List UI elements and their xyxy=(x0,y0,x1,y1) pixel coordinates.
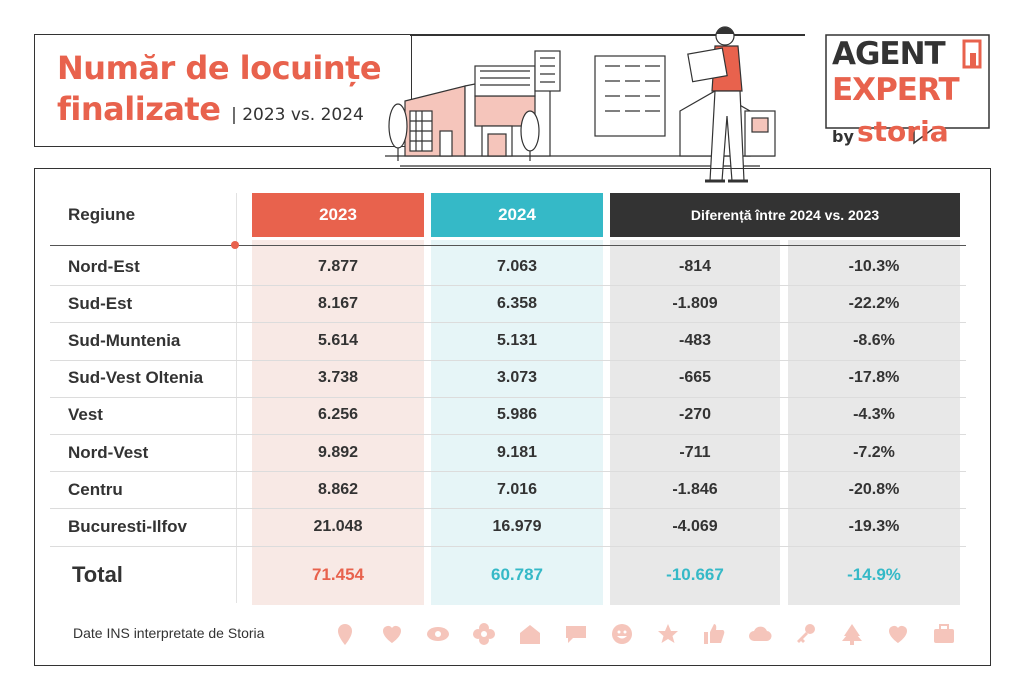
col-bg-diff xyxy=(610,240,780,605)
row-region: Nord-Vest xyxy=(68,442,149,462)
row-diff: -483 xyxy=(678,331,712,349)
row-2023: 3.738 xyxy=(317,369,359,387)
row-region: Bucuresti-Ilfov xyxy=(68,516,188,536)
row-pct: -22.2% xyxy=(848,294,900,312)
header-2024: 2024 xyxy=(431,193,603,237)
row-2024: 16.979 xyxy=(492,517,542,535)
logo-by: by xyxy=(832,127,854,146)
total-pct: -14.9% xyxy=(847,565,901,584)
header-difference: Diferență între 2024 vs. 2023 xyxy=(610,193,960,237)
total-diff: -10.667 xyxy=(666,565,724,584)
row-2024: 3.073 xyxy=(496,369,538,387)
row-2023: 9.892 xyxy=(317,443,359,461)
row-2024: 5.986 xyxy=(496,406,538,424)
row-diff: -665 xyxy=(678,369,712,387)
row-region: Sud-Muntenia xyxy=(68,330,181,350)
row-2024: 7.063 xyxy=(496,257,538,275)
eye-icon xyxy=(425,621,451,647)
row-diff: -1.846 xyxy=(672,480,718,498)
total-2023: 71.454 xyxy=(312,565,364,584)
row-separator xyxy=(50,545,966,547)
header-rule-dot xyxy=(231,241,239,249)
row-separator xyxy=(50,434,966,435)
row-separator xyxy=(50,396,966,398)
header-2023: 2023 xyxy=(252,193,424,237)
row-2023: 21.048 xyxy=(313,517,363,535)
region-col-divider xyxy=(236,193,237,603)
row-diff: -1.809 xyxy=(672,294,718,312)
row-separator xyxy=(50,508,966,510)
total-2024: 60.787 xyxy=(491,565,543,584)
page-title-line2: finalizate | 2023 vs. 2024 xyxy=(57,90,364,128)
header-rule xyxy=(50,245,966,246)
key-icon xyxy=(793,621,819,647)
row-separator xyxy=(50,471,966,473)
row-diff: -711 xyxy=(679,443,711,461)
header-divider xyxy=(410,34,805,36)
pin-icon xyxy=(332,621,358,647)
page-title-word: finalizate xyxy=(57,90,221,128)
row-region: Centru xyxy=(68,479,123,499)
row-region: Sud-Est xyxy=(68,293,133,313)
city-illustration xyxy=(385,26,776,183)
row-diff: -270 xyxy=(678,406,712,424)
row-2024: 5.131 xyxy=(496,331,538,349)
logo-brand: storia xyxy=(857,115,949,148)
row-2023: 5.614 xyxy=(317,331,359,349)
source-note: Date INS interpretate de Storia xyxy=(73,625,265,641)
row-2023: 8.167 xyxy=(317,294,359,312)
house-icon xyxy=(517,621,543,647)
chat-icon xyxy=(563,621,589,647)
agent-expert-logo xyxy=(825,34,990,145)
row-region: Nord-Est xyxy=(68,256,140,276)
page-title-line1: Număr de locuințe xyxy=(57,49,382,87)
row-separator xyxy=(50,322,966,324)
row-pct: -20.8% xyxy=(848,480,900,498)
heart-icon xyxy=(379,621,405,647)
title-box: Număr de locuințe finalizate | 2023 vs. … xyxy=(34,34,412,147)
row-separator xyxy=(50,285,966,287)
row-pct: -19.3% xyxy=(848,517,900,535)
row-region: Vest xyxy=(68,405,103,425)
smiley-icon xyxy=(609,621,635,647)
row-2024: 7.016 xyxy=(496,480,538,498)
row-2024: 9.181 xyxy=(496,443,538,461)
row-separator xyxy=(50,359,966,361)
logo-line2: EXPERT xyxy=(832,72,960,108)
row-2023: 8.862 xyxy=(317,480,359,498)
cloud-icon xyxy=(747,621,773,647)
row-2024: 6.358 xyxy=(496,294,538,312)
total-label: Total xyxy=(72,562,123,587)
row-region: Sud-Vest Oltenia xyxy=(68,368,204,388)
row-2023: 6.256 xyxy=(317,406,359,424)
row-pct: -10.3% xyxy=(848,257,900,275)
thumbs-up-icon xyxy=(701,621,727,647)
flower-icon xyxy=(471,621,497,647)
row-pct: -8.6% xyxy=(853,331,895,349)
col-bg-pct xyxy=(788,240,960,605)
row-pct: -17.8% xyxy=(848,369,900,387)
row-pct: -4.3% xyxy=(853,406,895,424)
tree-icon xyxy=(839,621,865,647)
col-bg-2023 xyxy=(252,240,424,605)
row-pct: -7.2% xyxy=(853,443,895,461)
star-icon xyxy=(655,621,681,647)
header-region: Regiune xyxy=(68,205,136,224)
row-diff: -4.069 xyxy=(672,517,718,535)
col-bg-2024 xyxy=(431,240,603,605)
briefcase-icon xyxy=(931,621,957,647)
row-2023: 7.877 xyxy=(317,257,359,275)
table-container xyxy=(34,168,991,666)
logo-line1: AGENT xyxy=(832,36,946,72)
heart-icon xyxy=(885,621,911,647)
page-subtitle: | 2023 vs. 2024 xyxy=(231,105,364,125)
row-diff: -814 xyxy=(678,257,712,275)
